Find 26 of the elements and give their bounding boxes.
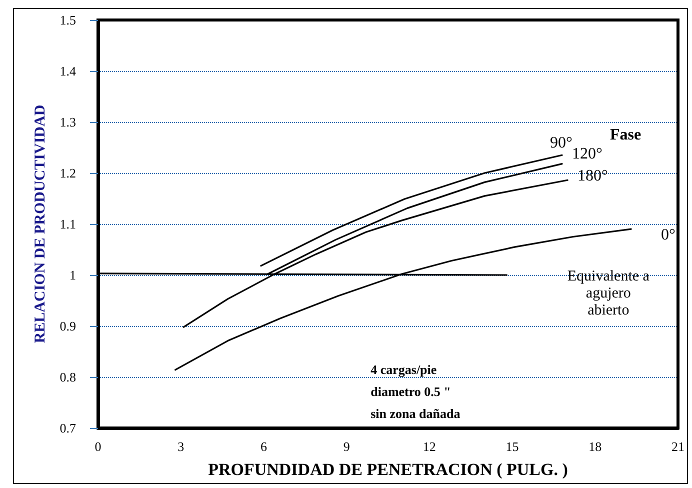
annotation: 4 cargas/pie diametro 0.5 " sin zona dañada <box>370 362 461 421</box>
x-axis-title: PROFUNDIDAD DE PENETRACION ( PULG. ) <box>208 460 568 479</box>
y-tick-label: 1.1 <box>60 216 76 232</box>
y-tick-label: 0.8 <box>60 370 76 384</box>
y-tick-label: 0.9 <box>60 318 76 334</box>
x-tick-label: 18 <box>588 439 602 454</box>
y-tick-label: 1.5 <box>60 12 76 28</box>
series-label: 0° <box>661 226 676 244</box>
y-axis-title: RELACION DE PRODUCTIVIDAD <box>32 104 48 344</box>
x-tick-label: 15 <box>506 439 519 454</box>
x-tick-label: 9 <box>343 439 350 454</box>
legend-title: Fase <box>610 126 642 144</box>
y-tick-label: 1.2 <box>60 166 76 180</box>
y-tick-label: 1.3 <box>60 114 76 130</box>
y-tick-label: 1.4 <box>60 64 76 78</box>
y-tick-label: 0.7 <box>60 420 76 436</box>
annotation: Equivalente a agujero abierto <box>567 268 650 318</box>
x-tick-label: 0 <box>94 439 102 454</box>
series-label: 90° <box>550 134 572 152</box>
series-label: 180° <box>578 168 608 185</box>
y-tick-label: 1 <box>70 268 76 282</box>
x-tick-label: 12 <box>422 439 436 454</box>
x-tick-label: 6 <box>260 439 268 454</box>
series-label: 120° <box>572 145 602 162</box>
x-tick-label: 21 <box>672 439 684 454</box>
x-tick-label: 3 <box>178 439 184 454</box>
